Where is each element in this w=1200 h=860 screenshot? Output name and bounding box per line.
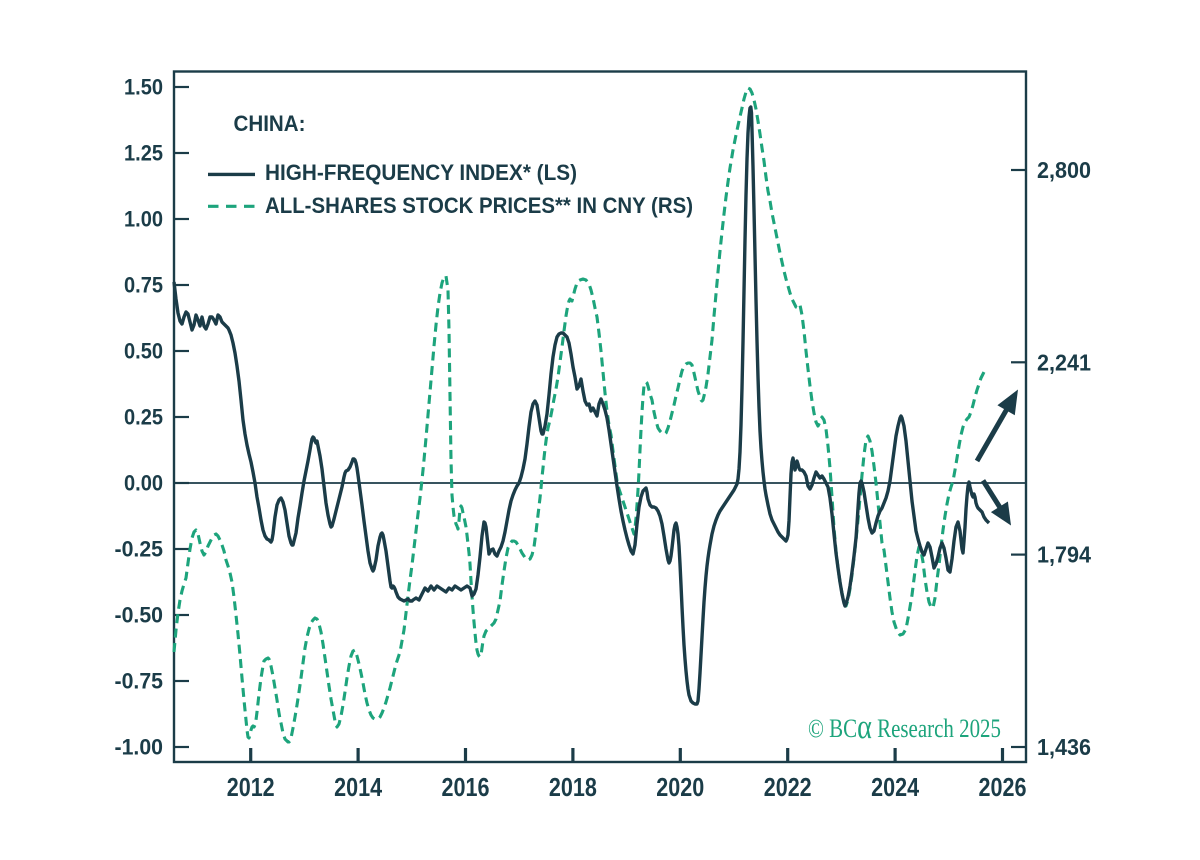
svg-text:2012: 2012 — [227, 772, 275, 802]
svg-text:2,800: 2,800 — [1037, 157, 1091, 183]
svg-text:1.00: 1.00 — [124, 207, 163, 232]
svg-text:1,436: 1,436 — [1037, 734, 1091, 760]
svg-text:2014: 2014 — [334, 772, 382, 802]
svg-text:2024: 2024 — [871, 772, 919, 802]
svg-text:© BCα Research 2025: © BCα Research 2025 — [808, 707, 1001, 746]
svg-text:-0.75: -0.75 — [115, 669, 164, 694]
svg-text:0.25: 0.25 — [124, 405, 163, 430]
svg-text:ALL-SHARES STOCK PRICES** IN C: ALL-SHARES STOCK PRICES** IN CNY (RS) — [265, 193, 693, 218]
svg-text:-0.50: -0.50 — [115, 603, 164, 628]
svg-text:2016: 2016 — [442, 772, 490, 802]
svg-text:CHINA:: CHINA: — [234, 111, 306, 136]
svg-text:HIGH-FREQUENCY INDEX* (LS): HIGH-FREQUENCY INDEX* (LS) — [265, 160, 577, 185]
svg-text:0.00: 0.00 — [124, 471, 163, 496]
svg-text:-0.25: -0.25 — [115, 537, 164, 562]
svg-text:-1.00: -1.00 — [115, 735, 164, 760]
svg-text:1.25: 1.25 — [124, 141, 163, 166]
svg-text:2026: 2026 — [979, 772, 1027, 802]
svg-text:2022: 2022 — [764, 772, 812, 802]
svg-text:2018: 2018 — [549, 772, 597, 802]
svg-text:0.75: 0.75 — [124, 273, 163, 298]
svg-text:0.50: 0.50 — [124, 339, 163, 364]
svg-text:2020: 2020 — [656, 772, 704, 802]
svg-text:1.50: 1.50 — [124, 75, 163, 100]
svg-text:2,241: 2,241 — [1037, 349, 1091, 375]
svg-text:1,794: 1,794 — [1037, 542, 1091, 568]
